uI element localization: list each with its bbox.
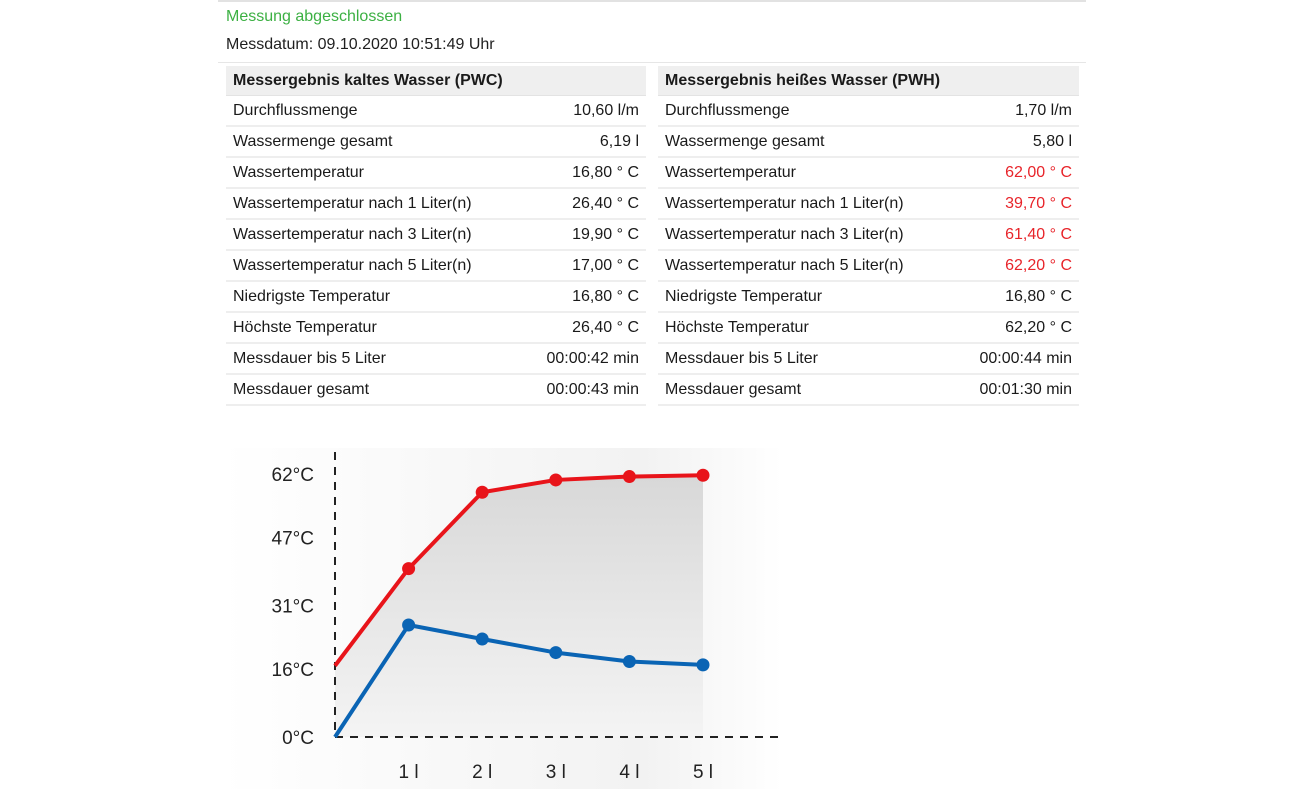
- row-value: 1,70 l/m: [954, 95, 1079, 127]
- cold-table-row: Wassertemperatur nach 3 Liter(n) 19,90 ° …: [226, 219, 646, 251]
- row-label: Höchste Temperatur: [658, 312, 955, 344]
- temperature-chart: 0°C 16°C 31°C 47°C 62°C 1 l 2 l 3 l 4 l 5 l: [222, 448, 782, 789]
- x-tick-label: 5 l: [693, 762, 713, 783]
- row-value: 10,60 l/m: [521, 95, 646, 127]
- row-label: Wassertemperatur nach 1 Liter(n): [226, 188, 522, 220]
- cold-table-row: Messdauer bis 5 Liter 00:00:42 min: [226, 343, 646, 375]
- row-value: 62,20 ° C: [954, 312, 1079, 344]
- cold-water-results-table: Messergebnis kaltes Wasser (PWC) Durchfl…: [226, 66, 646, 406]
- row-value: 26,40 ° C: [521, 188, 646, 220]
- row-label: Wassertemperatur: [658, 157, 955, 189]
- hot-table-row: Messdauer gesamt 00:01:30 min: [658, 374, 1079, 406]
- x-tick-label: 3 l: [546, 762, 566, 783]
- y-tick-label: 62°C: [272, 465, 314, 486]
- series-line-1: [333, 623, 704, 739]
- cold-table-row: Wassertemperatur 16,80 ° C: [226, 157, 646, 189]
- measurement-date: Messdatum: 09.10.2020 10:51:49 Uhr: [226, 36, 495, 53]
- row-label: Wassermenge gesamt: [226, 126, 522, 158]
- row-value: 16,80 ° C: [954, 281, 1079, 313]
- cold-table-row: Niedrigste Temperatur 16,80 ° C: [226, 281, 646, 313]
- row-value: 19,90 ° C: [521, 219, 646, 251]
- y-tick-label: 16°C: [272, 660, 314, 681]
- data-point: [549, 473, 563, 487]
- row-label: Niedrigste Temperatur: [658, 281, 955, 313]
- row-value: 26,40 ° C: [521, 312, 646, 344]
- data-point: [402, 562, 416, 576]
- cold-table-row: Wassertemperatur nach 1 Liter(n) 26,40 ° …: [226, 188, 646, 220]
- hot-table-row: Wassertemperatur nach 1 Liter(n) 39,70 ° …: [658, 188, 1079, 220]
- cold-table-row: Durchflussmenge 10,60 l/m: [226, 95, 646, 127]
- data-point: [622, 470, 636, 484]
- row-value: 61,40 ° C: [954, 219, 1079, 251]
- row-label: Höchste Temperatur: [226, 312, 522, 344]
- y-tick-label: 31°C: [272, 597, 314, 618]
- row-value: 16,80 ° C: [521, 281, 646, 313]
- row-label: Wassertemperatur nach 5 Liter(n): [226, 250, 522, 282]
- x-tick-label: 4 l: [619, 762, 639, 783]
- row-label: Wassertemperatur nach 5 Liter(n): [658, 250, 955, 282]
- row-value: 00:01:30 min: [954, 374, 1079, 406]
- hot-table-row: Wassertemperatur nach 5 Liter(n) 62,20 ° …: [658, 250, 1079, 282]
- measurement-header: Messung abgeschlossen Messdatum: 09.10.2…: [218, 0, 1086, 63]
- data-point: [402, 618, 416, 632]
- row-value: 39,70 ° C: [954, 188, 1079, 220]
- row-label: Messdauer bis 5 Liter: [658, 343, 955, 375]
- data-point: [696, 658, 710, 672]
- row-value: 62,00 ° C: [954, 157, 1079, 189]
- row-value: 17,00 ° C: [521, 250, 646, 282]
- row-label: Wassertemperatur nach 3 Liter(n): [226, 219, 522, 251]
- row-value: 62,20 ° C: [954, 250, 1079, 282]
- row-value: 00:00:44 min: [954, 343, 1079, 375]
- series-line-0: [333, 473, 704, 667]
- y-tick-label: 47°C: [272, 529, 314, 550]
- data-point: [475, 632, 489, 646]
- row-label: Niedrigste Temperatur: [226, 281, 522, 313]
- hot-table-row: Höchste Temperatur 62,20 ° C: [658, 312, 1079, 344]
- row-value: 00:00:43 min: [521, 374, 646, 406]
- row-label: Durchflussmenge: [226, 95, 522, 127]
- row-label: Wassertemperatur nach 1 Liter(n): [658, 188, 955, 220]
- hot-water-results-table: Messergebnis heißes Wasser (PWH) Durchfl…: [658, 66, 1079, 406]
- row-label: Messdauer gesamt: [226, 374, 522, 406]
- row-label: Wassertemperatur: [226, 157, 522, 189]
- hot-table-row: Niedrigste Temperatur 16,80 ° C: [658, 281, 1079, 313]
- data-point: [475, 485, 489, 499]
- data-point: [549, 646, 563, 660]
- cold-table-row: Wassermenge gesamt 6,19 l: [226, 126, 646, 158]
- cold-table-row: Wassertemperatur nach 5 Liter(n) 17,00 ° …: [226, 250, 646, 282]
- row-value: 16,80 ° C: [521, 157, 646, 189]
- row-label: Messdauer bis 5 Liter: [226, 343, 522, 375]
- cold-table-title: Messergebnis kaltes Wasser (PWC): [226, 66, 646, 96]
- row-label: Wassertemperatur nach 3 Liter(n): [658, 219, 955, 251]
- x-tick-label: 2 l: [472, 762, 492, 783]
- row-label: Wassermenge gesamt: [658, 126, 955, 158]
- data-point: [622, 654, 636, 668]
- row-label: Durchflussmenge: [658, 95, 955, 127]
- row-value: 00:00:42 min: [521, 343, 646, 375]
- row-value: 6,19 l: [521, 126, 646, 158]
- cold-table-row: Messdauer gesamt 00:00:43 min: [226, 374, 646, 406]
- hot-table-title: Messergebnis heißes Wasser (PWH): [658, 66, 1079, 96]
- data-point: [696, 468, 710, 482]
- status-text: Messung abgeschlossen: [226, 8, 403, 25]
- cold-table-row: Höchste Temperatur 26,40 ° C: [226, 312, 646, 344]
- hot-table-row: Wassertemperatur nach 3 Liter(n) 61,40 ° …: [658, 219, 1079, 251]
- hot-table-row: Wassermenge gesamt 5,80 l: [658, 126, 1079, 158]
- hot-table-row: Wassertemperatur 62,00 ° C: [658, 157, 1079, 189]
- hot-table-row: Durchflussmenge 1,70 l/m: [658, 95, 1079, 127]
- y-tick-label: 0°C: [282, 728, 314, 749]
- area-fill: [335, 475, 703, 737]
- row-label: Messdauer gesamt: [658, 374, 955, 406]
- x-tick-label: 1 l: [399, 762, 419, 783]
- hot-table-row: Messdauer bis 5 Liter 00:00:44 min: [658, 343, 1079, 375]
- row-value: 5,80 l: [954, 126, 1079, 158]
